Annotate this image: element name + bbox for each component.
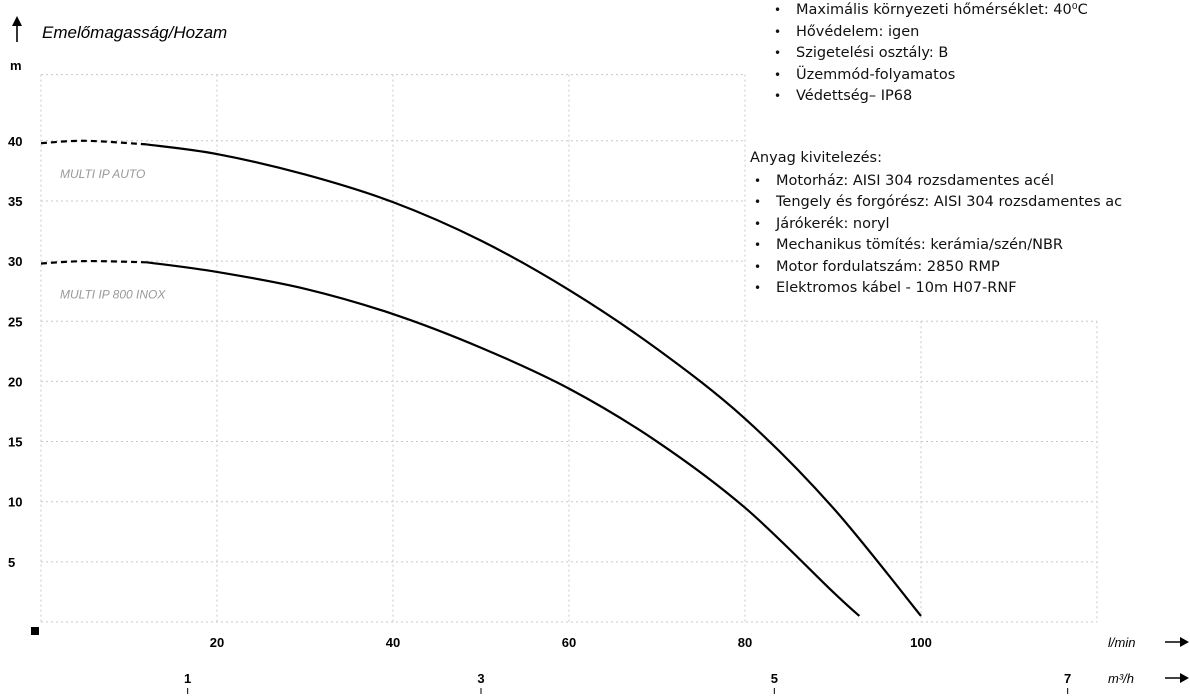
y-tick-label: 25	[8, 314, 22, 329]
x-axis-arrow-icon	[1165, 637, 1189, 647]
spec-item: Hővédelem: igen	[770, 22, 1088, 44]
material-spec-item: Tengely és forgórész: AISI 304 rozsdamen…	[750, 192, 1122, 214]
series-label: MULTI IP AUTO	[60, 167, 145, 181]
y-unit-label: m	[10, 58, 22, 73]
series-label: MULTI IP 800 INOX	[60, 288, 166, 302]
origin-marker	[31, 627, 39, 635]
series-labels: MULTI IP AUTO MULTI IP 800 INOX	[60, 167, 166, 301]
chart-grid	[40, 74, 1098, 623]
specs-list-top: Maximális környezeti hőmérséklet: 40⁰CHő…	[770, 0, 1088, 108]
spec-item: Szigetelési osztály: B	[770, 43, 1088, 65]
x2-axis-arrow-icon	[1165, 673, 1189, 683]
y-tick-label: 5	[8, 555, 15, 570]
series-curve	[146, 143, 922, 617]
y-tick-label: 20	[8, 374, 22, 389]
y-tick-label: 30	[8, 254, 22, 269]
spec-item: Maximális környezeti hőmérséklet: 40⁰C	[770, 0, 1088, 22]
x2-unit-label: m³/h	[1108, 671, 1134, 686]
specs-material: Anyag kivitelezés: Motorház: AISI 304 ro…	[750, 148, 1122, 300]
x-tick-label: 100	[910, 635, 932, 650]
material-spec-item: Motorház: AISI 304 rozsdamentes acél	[750, 171, 1122, 193]
x2-tick-label: 1	[184, 671, 191, 686]
y-tick-label: 10	[8, 495, 22, 510]
x-tick-label: 60	[562, 635, 576, 650]
material-spec-item: Elektromos kábel - 10m H07-RNF	[750, 278, 1122, 300]
material-spec-item: Mechanikus tömítés: kerámia/szén/NBR	[750, 235, 1122, 257]
y-tick-label: 35	[8, 194, 22, 209]
x2-tick-label: 7	[1064, 671, 1071, 686]
curves	[40, 139, 922, 617]
x2-tick-label: 5	[771, 671, 778, 686]
x-tick-labels: 20 40 60 80 100	[210, 635, 932, 650]
x-tick-label: 40	[386, 635, 400, 650]
x-tick-label: 20	[210, 635, 224, 650]
x-tick-label: 80	[738, 635, 752, 650]
material-spec-item: Motor fordulatszám: 2850 RMP	[750, 257, 1122, 279]
y-tick-label: 15	[8, 435, 22, 450]
y-axis-arrow-icon	[12, 16, 22, 42]
spec-item: Védettség– IP68	[770, 86, 1088, 108]
series-curve	[146, 261, 861, 617]
x-unit-label: l/min	[1108, 635, 1135, 650]
series-curve-dashed	[40, 139, 147, 146]
x2-tick-labels: 1 3 5 7	[184, 671, 1071, 694]
y-tick-label: 40	[8, 134, 22, 149]
x2-tick-label: 3	[477, 671, 484, 686]
material-spec-item: Járókerék: noryl	[750, 214, 1122, 236]
chart-title: Emelőmagasság/Hozam	[42, 23, 227, 42]
y-tick-labels: 5 10 15 20 25 30 35 40	[8, 134, 22, 570]
spec-item: Üzemmód-folyamatos	[770, 65, 1088, 87]
specs-material-heading: Anyag kivitelezés:	[750, 150, 882, 166]
series-curve-dashed	[40, 259, 147, 265]
